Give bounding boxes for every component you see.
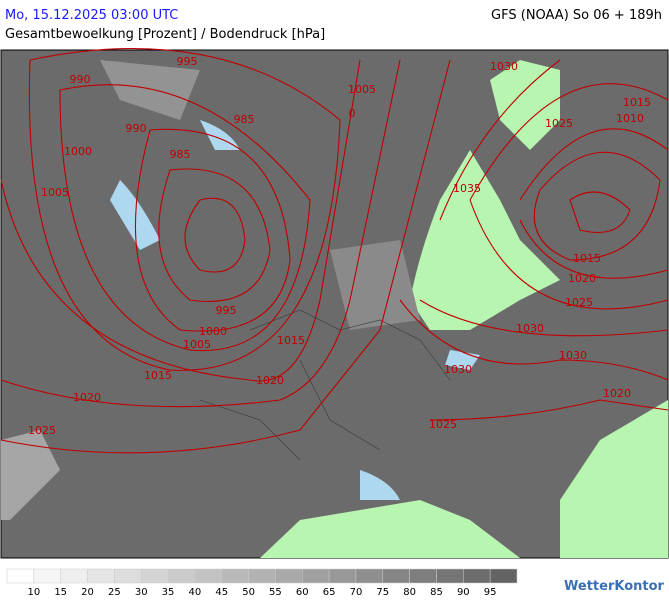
legend-swatch (302, 568, 330, 584)
logo: WetterKontor (564, 579, 665, 594)
legend-swatch (167, 568, 196, 584)
title: Gesamtbewoelkung [Prozent] / Bodendruck … (5, 27, 325, 42)
legend-swatch (33, 568, 61, 584)
legend-swatch (87, 568, 115, 584)
legend-label: 20 (81, 587, 94, 598)
isobar-label: 1015 (144, 369, 172, 382)
legend-swatch (140, 568, 169, 584)
legend-label: 35 (162, 587, 175, 598)
legend-swatch (382, 568, 410, 584)
legend-label: 50 (242, 587, 255, 598)
legend-swatch (355, 568, 384, 584)
isobar-label: 985 (170, 148, 191, 161)
legend-label: 75 (376, 587, 389, 598)
isobar-label: 1015 (277, 334, 305, 347)
isobar-label: 1025 (28, 424, 56, 437)
legend-swatch (114, 568, 142, 584)
legend-label: 60 (296, 587, 309, 598)
isobar-label: 1005 (41, 186, 69, 199)
legend-swatch (328, 568, 357, 584)
legend-label: 80 (403, 587, 416, 598)
isobar-label: 1030 (444, 363, 472, 376)
isobar-label: 1020 (73, 391, 101, 404)
legend-swatch (409, 568, 437, 584)
legend-swatch (463, 568, 491, 584)
map (0, 48, 669, 559)
legend-swatch (6, 568, 35, 584)
legend-label: 55 (269, 587, 282, 598)
isobar-label: 1005 (183, 338, 211, 351)
legend-label: 25 (108, 587, 121, 598)
isobar-label: 0 (349, 107, 356, 120)
legend-swatch (489, 568, 518, 584)
model: GFS (NOAA) So 06 + 189h (491, 8, 662, 23)
legend-label: 65 (323, 587, 336, 598)
isobar-label: 1020 (568, 272, 596, 285)
isobar-label: 1030 (559, 349, 587, 362)
isobar-label: 1000 (64, 145, 92, 158)
legend-swatch (60, 568, 88, 584)
legend-swatch (436, 568, 464, 584)
isobar-label: 1020 (603, 387, 631, 400)
legend-label: 10 (27, 587, 40, 598)
legend-label: 85 (430, 587, 443, 598)
legend-swatch (275, 568, 303, 584)
isobar-label: 1025 (429, 418, 457, 431)
isobar-label: 1015 (623, 96, 651, 109)
isobar-label: 1020 (256, 374, 284, 387)
legend-swatch (221, 568, 249, 584)
legend-label: 45 (215, 587, 228, 598)
legend-label: 30 (135, 587, 148, 598)
isobar-label: 995 (177, 55, 198, 68)
legend-label: 70 (350, 587, 363, 598)
isobar-label: 1010 (616, 112, 644, 125)
isobar-label: 990 (70, 73, 91, 86)
isobar-label: 995 (216, 304, 237, 317)
logo-text: WetterKontor (564, 579, 665, 594)
legend-label: 95 (484, 587, 497, 598)
isobar-label: 985 (234, 113, 255, 126)
isobar-label: 1015 (573, 252, 601, 265)
isobar-label: 1035 (453, 182, 481, 195)
isobar-label: 1000 (199, 325, 227, 338)
isobar-label: 1005 (348, 83, 376, 96)
isobar-label: 1030 (490, 60, 518, 73)
isobar-label: 1025 (565, 296, 593, 309)
legend-swatch (248, 568, 276, 584)
legend-label: 15 (54, 587, 67, 598)
legend-swatch (194, 568, 222, 584)
isobar-label: 990 (126, 122, 147, 135)
isobar-label: 1030 (516, 322, 544, 335)
legend-label: 90 (457, 587, 470, 598)
isobar-label: 1025 (545, 117, 573, 130)
legend-label: 40 (189, 587, 202, 598)
date: Mo, 15.12.2025 03:00 UTC (5, 8, 178, 23)
